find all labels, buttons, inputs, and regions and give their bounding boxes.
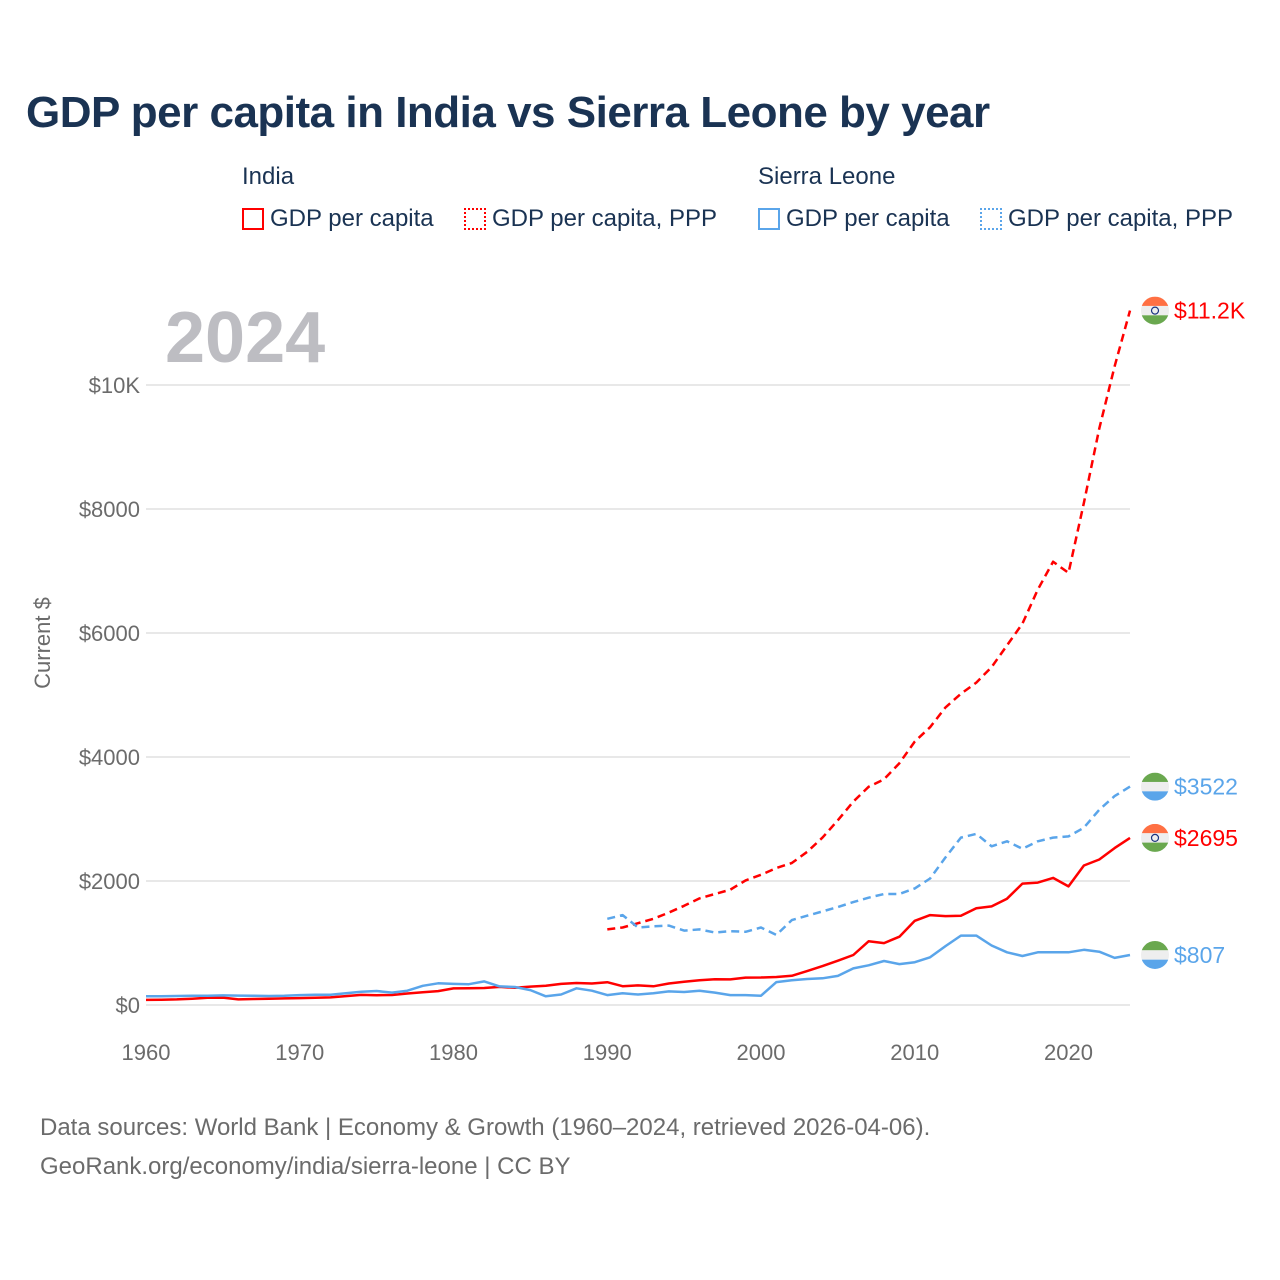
sierra-leone-flag-icon: [1141, 940, 1169, 969]
sierra-leone-flag-icon: [1141, 772, 1169, 801]
y-tick-label: $10K: [89, 373, 141, 398]
legend-swatch-solid-red: [242, 208, 264, 230]
x-tick-label: 2000: [737, 1040, 786, 1065]
x-tick-label: 2010: [890, 1040, 939, 1065]
series-line-1: [607, 310, 1132, 931]
y-axis-label: Current $: [30, 597, 55, 689]
end-value-label: $11.2K: [1174, 298, 1246, 324]
legend-swatch-dotted-blue: [980, 208, 1002, 230]
chart-title: GDP per capita in India vs Sierra Leone …: [26, 88, 990, 137]
legend-group-sierra-leone: Sierra Leone: [758, 163, 896, 190]
legend-label: GDP per capita: [786, 205, 950, 232]
footer: Data sources: World Bank | Economy & Gro…: [40, 1108, 930, 1186]
footer-sources: Data sources: World Bank | Economy & Gro…: [40, 1114, 931, 1141]
y-tick-label: $0: [116, 993, 140, 1018]
end-value-label: $807: [1174, 942, 1225, 968]
legend-label: GDP per capita, PPP: [1008, 205, 1233, 232]
legend-swatch-solid-blue: [758, 208, 780, 230]
india-flag-icon: [1141, 823, 1169, 852]
legend-group-india: India: [242, 163, 295, 190]
series-line-3: [607, 785, 1131, 937]
india-flag-icon: [1141, 296, 1169, 325]
legend-india-gdp-ppp[interactable]: GDP per capita, PPP: [464, 205, 717, 233]
series-line-0: [145, 836, 1131, 1002]
legend-label: GDP per capita, PPP: [492, 205, 717, 232]
end-value-label: $2695: [1174, 825, 1238, 851]
x-tick-label: 2020: [1044, 1040, 1093, 1065]
x-tick-label: 1990: [583, 1040, 632, 1065]
legend-label: GDP per capita: [270, 205, 434, 232]
x-tick-label: 1960: [122, 1040, 171, 1065]
legend-india-gdp[interactable]: GDP per capita: [242, 205, 434, 233]
y-tick-label: $8000: [79, 497, 140, 522]
year-watermark: 2024: [165, 298, 325, 378]
x-tick-label: 1970: [275, 1040, 324, 1065]
end-value-label: $3522: [1174, 774, 1238, 800]
legend-sierra-leone-gdp[interactable]: GDP per capita: [758, 205, 950, 233]
legend-sierra-leone-gdp-ppp[interactable]: GDP per capita, PPP: [980, 205, 1233, 233]
y-tick-label: $6000: [79, 621, 140, 646]
legend-swatch-dotted-red: [464, 208, 486, 230]
x-tick-label: 1980: [429, 1040, 478, 1065]
series-line-2: [145, 934, 1131, 998]
y-tick-label: $4000: [79, 745, 140, 770]
footer-link[interactable]: GeoRank.org/economy/india/sierra-leone |…: [40, 1153, 571, 1180]
y-tick-label: $2000: [79, 869, 140, 894]
